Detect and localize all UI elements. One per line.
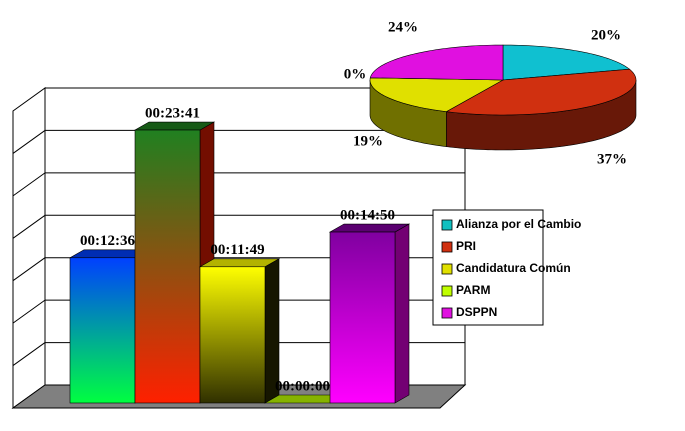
bar-top xyxy=(133,121,216,131)
pie-label: 37% xyxy=(597,151,627,167)
legend-label: PARM xyxy=(456,283,490,297)
pie-label: 0% xyxy=(344,66,367,82)
bar xyxy=(134,129,201,404)
grid-line xyxy=(12,342,46,366)
pie-slice xyxy=(445,68,637,116)
legend-swatch xyxy=(441,307,453,319)
legend-label: DSPPN xyxy=(456,305,497,319)
legend-swatch xyxy=(441,219,453,231)
legend-swatch xyxy=(441,285,453,297)
pie-label: 24% xyxy=(388,19,418,35)
grid-line xyxy=(12,130,46,154)
legend-swatch xyxy=(441,241,453,253)
pie-label: 19% xyxy=(353,133,383,149)
legend-label: Alianza por el Cambio xyxy=(456,217,581,231)
pie-label: 20% xyxy=(591,27,621,43)
value-label: 00:11:49 xyxy=(210,242,264,258)
bar-top xyxy=(328,223,411,233)
pie-slice xyxy=(369,77,505,112)
grid-line xyxy=(12,172,46,197)
legend-label: Candidatura Común xyxy=(456,261,571,275)
bar-side xyxy=(394,223,410,404)
value-label: 00:12:36 xyxy=(80,233,135,249)
legend-label: PRI xyxy=(456,239,476,253)
pie: 20% 37% 19% 0% 24% xyxy=(344,19,637,167)
bars: 00:12:36 00:23:41 00:11:49 00:00:00 00:14:50 xyxy=(68,105,411,404)
bar xyxy=(69,257,136,404)
pie-slice xyxy=(502,44,631,81)
bar-top xyxy=(198,258,281,268)
pie-slice xyxy=(369,44,504,81)
value-label: 00:00:00 xyxy=(275,378,330,394)
grid-line xyxy=(12,214,46,239)
legend-swatch xyxy=(441,263,453,275)
left-wall xyxy=(12,87,46,409)
grid-line xyxy=(12,299,46,324)
bar xyxy=(199,266,266,404)
legend-entries: Alianza por el Cambio PRI Candidatura Comú… xyxy=(441,217,581,319)
value-label: 00:23:41 xyxy=(145,105,200,121)
value-label: 00:14:50 xyxy=(340,207,395,223)
bar xyxy=(329,231,396,404)
grid-line xyxy=(12,257,46,282)
